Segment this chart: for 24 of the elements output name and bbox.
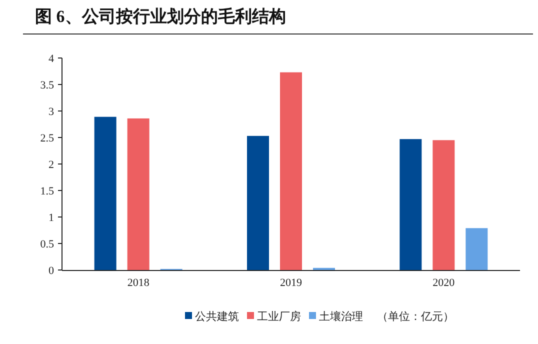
bar: [94, 116, 116, 270]
y-tick-label: 0: [48, 265, 54, 277]
y-tick-label: 1: [48, 212, 54, 224]
chart-title: 图 6、公司按行业划分的毛利结构: [35, 7, 286, 26]
legend-label: 公共建筑: [195, 310, 239, 323]
legend-label: 工业厂房: [257, 310, 301, 323]
y-tick-label: 3.5: [40, 80, 54, 92]
bar: [432, 140, 455, 270]
legend-label: 土壤治理: [319, 310, 363, 323]
bar: [400, 139, 422, 270]
bar: [127, 118, 150, 270]
x-tick-label: 2018: [127, 277, 150, 289]
bar: [280, 72, 302, 270]
y-tick-label: 4: [48, 53, 54, 65]
y-tick-label: 2.5: [40, 132, 54, 144]
y-tick-label: 2: [48, 159, 54, 171]
bar: [247, 136, 269, 270]
x-tick-label: 2019: [280, 277, 302, 289]
y-tick-label: 0.5: [40, 238, 54, 250]
x-tick-label: 2020: [432, 277, 456, 289]
y-tick-label: 3: [48, 106, 54, 118]
y-tick-label: 1.5: [40, 186, 54, 198]
text: （单位：亿元）: [377, 310, 454, 323]
bar: [466, 228, 488, 270]
